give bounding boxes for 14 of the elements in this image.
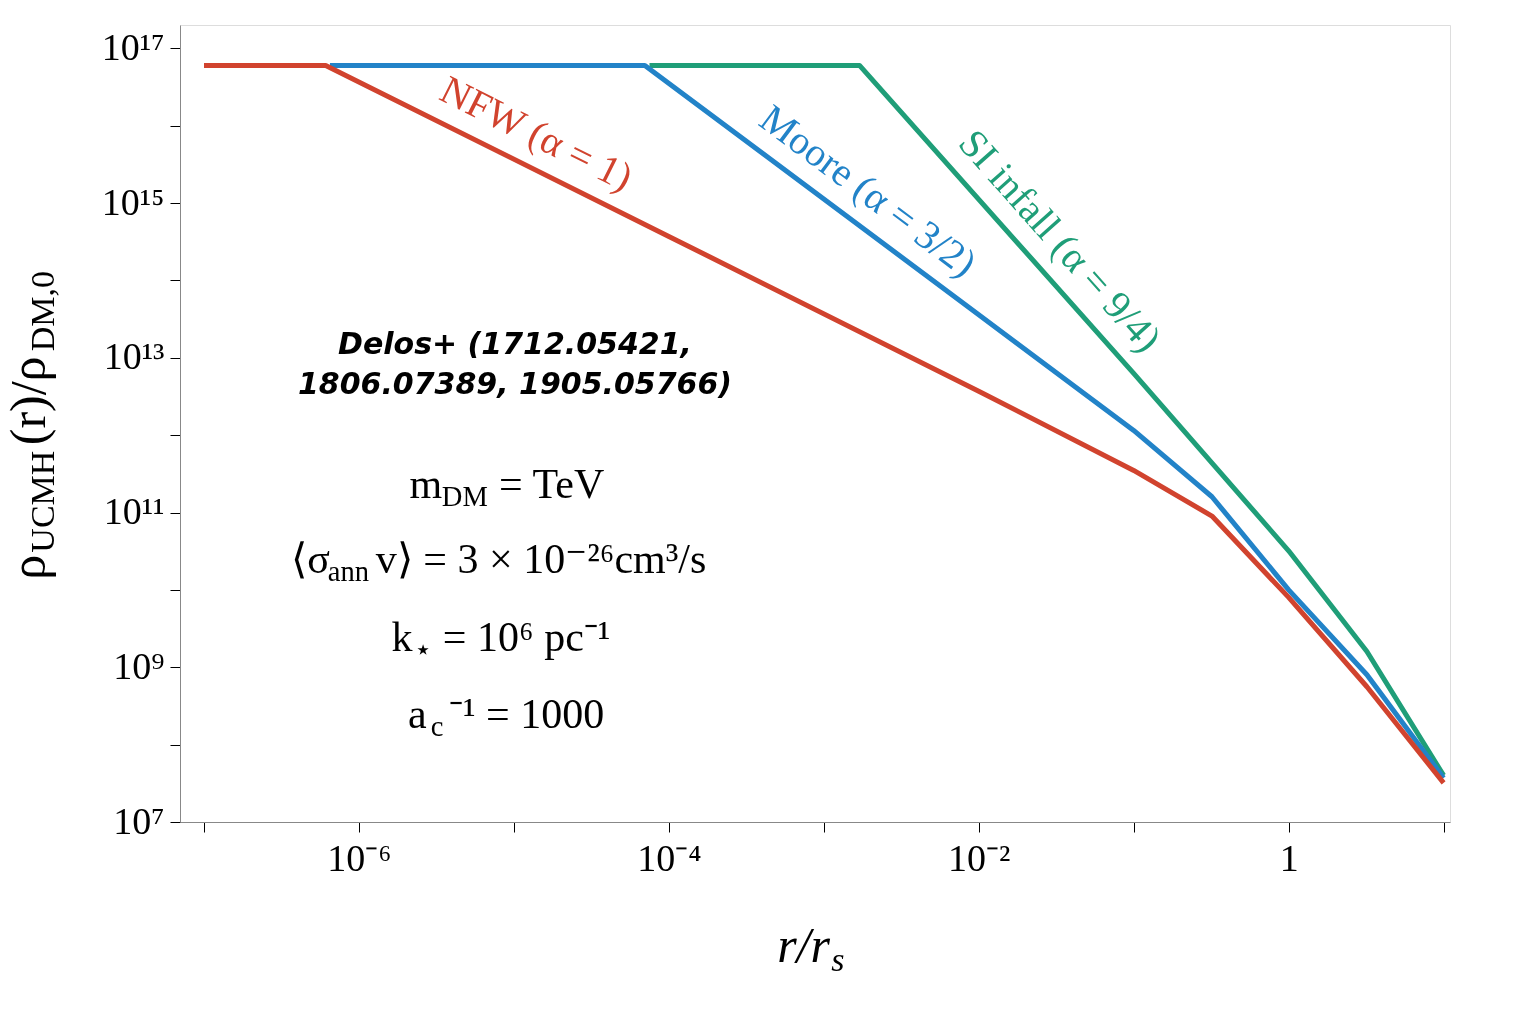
annotation: k⋆ = 10⁶ pc⁻¹: [391, 614, 611, 665]
y-tick-label: 10¹⁷: [101, 25, 165, 68]
x-tick-label: 10⁻²: [948, 836, 1011, 879]
text: NFW (α = 1): [433, 66, 641, 200]
y-tick-label: 10⁹: [113, 644, 165, 687]
y-tick-label: 10¹³: [103, 335, 165, 378]
x-tick-label: 10⁻⁶: [327, 836, 392, 879]
y-tick-label: 10⁷: [113, 799, 165, 842]
y-tick-label: 10¹¹: [103, 490, 165, 533]
y-tick-label: 10¹⁵: [101, 180, 165, 223]
annotation: Delos+ (1712.05421, 1806.07389, 1905.05766): [297, 326, 733, 401]
y-axis-title: ρUCMH(r)/ρDM,0: [0, 270, 61, 580]
x-tick-label: 10⁻⁴: [637, 836, 702, 879]
x-tick-label: 1: [1279, 836, 1299, 879]
